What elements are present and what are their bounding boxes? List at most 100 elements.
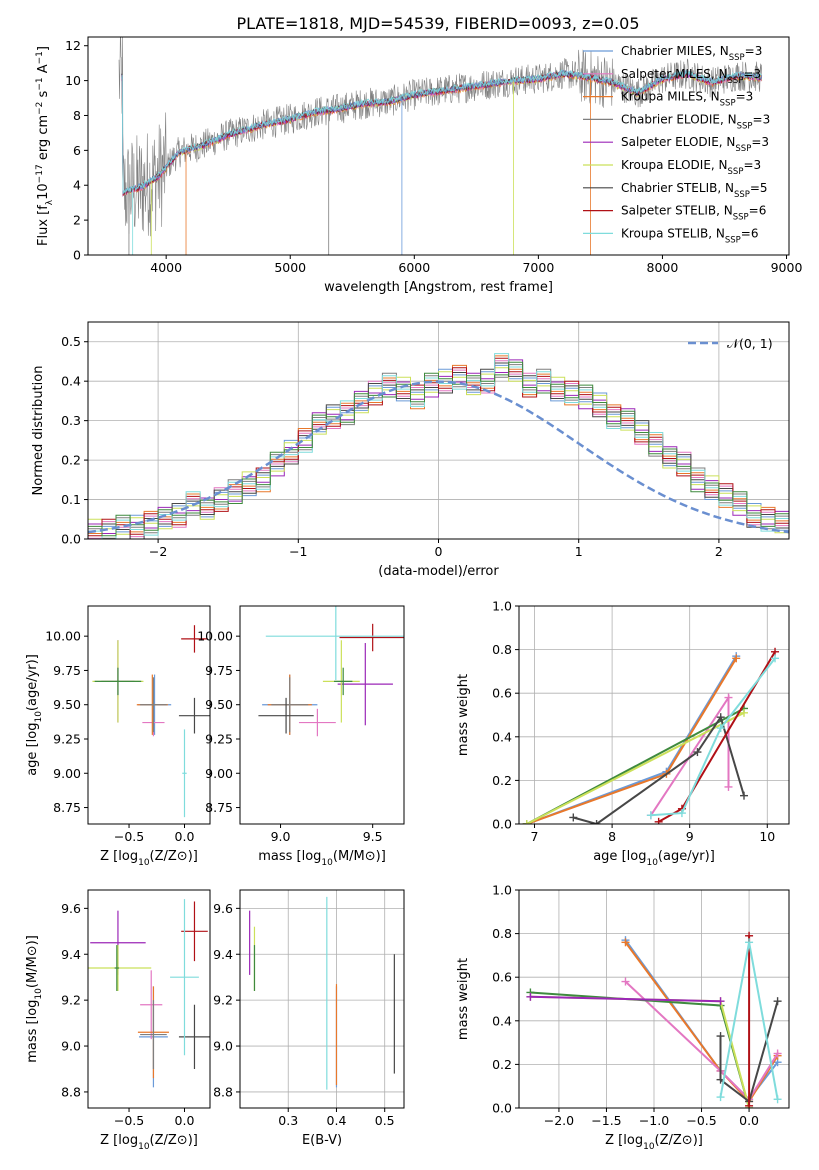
y-tick-label: 0.0 [61, 532, 81, 547]
legend-label-tail: =3 [736, 90, 754, 104]
label-part: (Z/Z⊙)] [150, 849, 198, 864]
y-tick-label: 0.6 [492, 686, 512, 701]
y-tick-label: 0.8 [492, 926, 512, 941]
y-tick-label: 9.0 [213, 1039, 233, 1054]
y-tick-label: 10.00 [45, 629, 81, 644]
weight-line [530, 995, 751, 1108]
label-part: log [623, 1133, 643, 1148]
y-tick-label: 0.4 [61, 374, 81, 389]
x-tick-label: 0.0 [175, 1113, 195, 1128]
x-tick-label: 10 [759, 829, 775, 844]
legend-label-sub: SSP [733, 213, 749, 223]
observed-spectrum [118, 37, 762, 237]
x-tick-label: 2 [715, 544, 723, 559]
y-axis-label: mass weight [456, 958, 471, 1040]
y-axis-label-part: −17 [35, 164, 45, 183]
y-tick-label: 8 [73, 108, 81, 123]
y-tick-label: 9.6 [61, 901, 81, 916]
label-part: age [ [593, 849, 626, 864]
y-tick-label: 2 [73, 213, 81, 228]
legend-label: Kroupa STELIB, NSSP=6 [621, 226, 759, 245]
legend: 𝒩(0, 1) [688, 336, 773, 351]
legend-label-tail: =6 [741, 226, 759, 240]
chart-age-vs-mass: 9.0 9.5 8.75 9.00 9.25 9.50 9.75 10.00 mass [log… [197, 605, 405, 868]
x-tick-label: 0 [435, 544, 443, 559]
y-axis-label: Flux [fλ10−17 erg cm−2 s−1 A−1] [35, 46, 55, 246]
x-axis-label: Z [log10(Z/Z⊙)] [605, 1133, 703, 1152]
legend-label-tail: =3 [745, 44, 763, 58]
chart-mass-vs-z: −0.5 0.08.89.09.29.49.6Z [log10(Z/Z⊙)]mas… [25, 889, 211, 1152]
y-axis-label-part: s [36, 90, 51, 101]
y-axis-label-part: −1 [35, 51, 45, 64]
weight-line [526, 711, 745, 824]
legend-label-tail: =6 [749, 204, 767, 218]
y-tick-label: 12 [65, 38, 81, 53]
label-part: (M/M⊙)] [333, 849, 386, 864]
x-tick-label: −0.5 [686, 1113, 716, 1128]
y-axis-label-part: −1 [35, 77, 45, 90]
legend-label-main: Salpeter ELODIE, N [621, 135, 735, 149]
plot-area [240, 890, 404, 1108]
y-tick-label: 8.8 [213, 1084, 233, 1099]
label-part: mass weight [456, 674, 471, 756]
y-tick-label: 10 [65, 73, 81, 88]
axes-frame [239, 889, 405, 1109]
legend-label: Chabrier MILES, NSSP=3 [621, 44, 762, 63]
label-part: (age/yr)] [658, 849, 715, 864]
y-axis-label: mass weight [456, 674, 471, 756]
x-axis-label: (data-model)/error [378, 564, 499, 579]
weight-line [530, 991, 751, 1108]
y-tick-label: 8.8 [61, 1084, 81, 1099]
y-tick-label: 10.00 [197, 629, 233, 644]
x-tick-label: 8000 [647, 260, 679, 275]
y-tick-label: 0.6 [492, 970, 512, 985]
x-tick-label: 7000 [522, 260, 554, 275]
legend-label-tail: =3 [743, 158, 761, 172]
y-tick-label: 0.4 [492, 1013, 512, 1028]
y-tick-label: 9.4 [61, 947, 81, 962]
model-spectrum [121, 69, 762, 195]
label-subscript: 10 [646, 858, 658, 868]
x-tick-label: 0.4 [327, 1113, 347, 1128]
label-subscript: 10 [138, 858, 150, 868]
x-tick-label: 0.0 [175, 829, 195, 844]
legend-label-sub: SSP [735, 144, 751, 154]
label-part: Z [ [100, 849, 118, 864]
legend-label-main: Chabrier MILES, N [621, 44, 729, 58]
legend-label-tail: =3 [753, 112, 771, 126]
label-part: log [627, 849, 647, 864]
x-tick-label: 0.5 [375, 1113, 395, 1128]
y-tick-label: 9.2 [213, 993, 233, 1008]
x-tick-label: 0.0 [739, 1113, 759, 1128]
legend-label-main: Salpeter MILES, N [621, 67, 728, 81]
legend-label: 𝒩(0, 1) [727, 336, 773, 351]
x-tick-label: −0.5 [114, 829, 144, 844]
y-tick-label: 0.1 [61, 492, 81, 507]
y-tick-label: 0.4 [492, 729, 512, 744]
y-tick-label: 9.0 [61, 1039, 81, 1054]
label-part: log [25, 1000, 40, 1020]
y-tick-label: 9.25 [53, 731, 81, 746]
label-part: mass weight [456, 958, 471, 1040]
y-tick-label: 9.25 [205, 731, 233, 746]
label-part: mass [ [25, 1019, 40, 1062]
legend-label-main: Salpeter STELIB, N [621, 204, 733, 218]
legend-label-main: Chabrier ELODIE, N [621, 112, 737, 126]
axes-frame [87, 605, 211, 825]
x-tick-label: 0.3 [278, 1113, 298, 1128]
x-tick-label: 9 [686, 829, 694, 844]
y-tick-label: 0.0 [492, 817, 512, 832]
legend-label-main: Chabrier STELIB, N [621, 181, 734, 195]
label-part: Z [ [605, 1133, 623, 1148]
label-subscript: 10 [643, 1142, 655, 1152]
weight-line [624, 980, 779, 1101]
plot-area [519, 606, 789, 824]
y-tick-label: 0.2 [492, 773, 512, 788]
y-tick-label: 9.50 [53, 697, 81, 712]
legend-label-sub: SSP [728, 167, 744, 177]
x-axis-label: mass [log10(M/M⊙)] [258, 849, 386, 868]
y-tick-label: 9.75 [53, 663, 81, 678]
